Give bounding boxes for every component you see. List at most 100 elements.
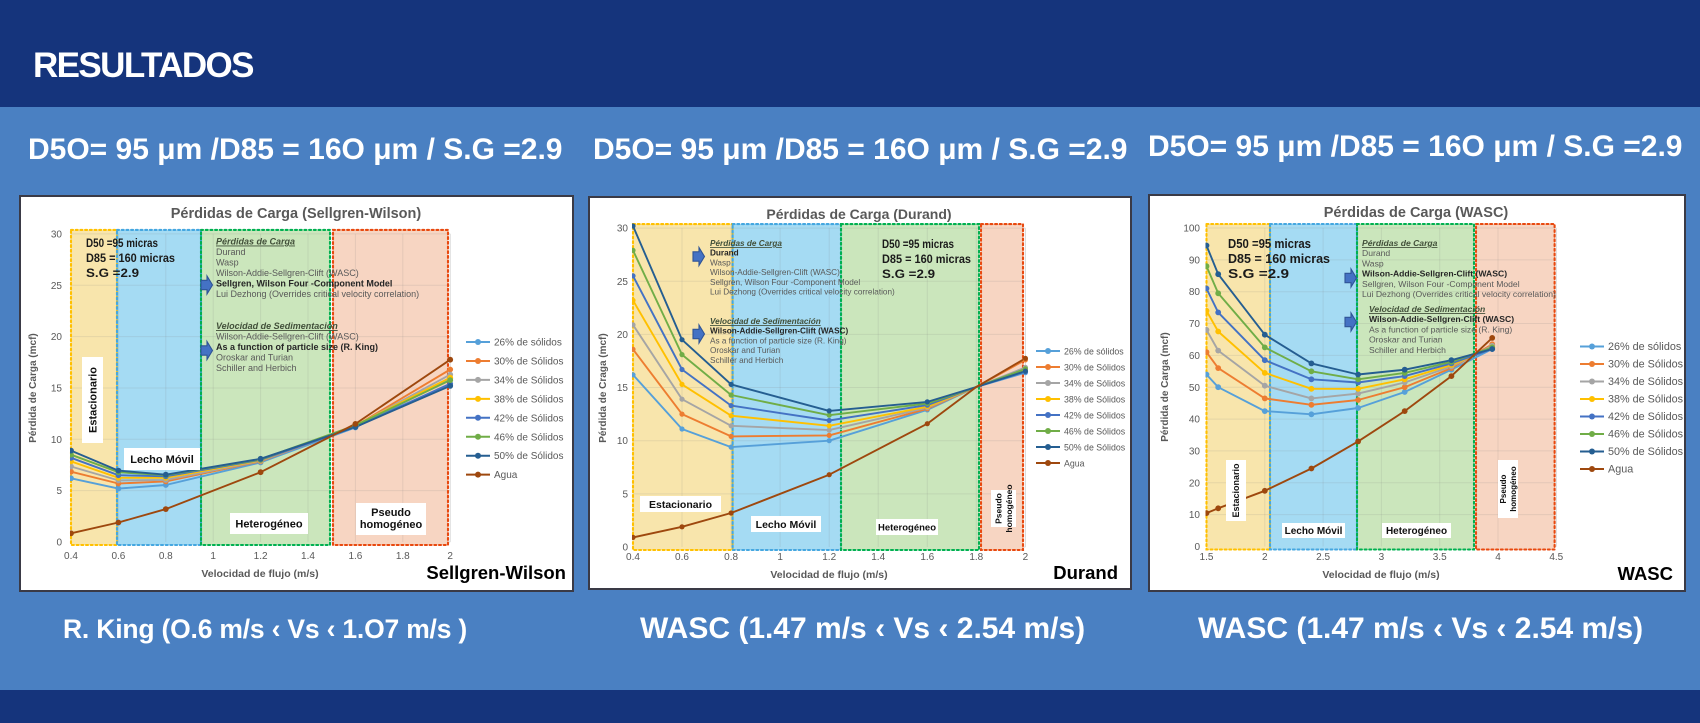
svg-text:0: 0 [56, 538, 62, 549]
svg-text:Pseudo: Pseudo [371, 507, 411, 519]
svg-text:80: 80 [1189, 287, 1201, 298]
svg-text:5: 5 [622, 489, 628, 500]
svg-text:40: 40 [1189, 415, 1201, 426]
svg-text:30% de Sólidos: 30% de Sólidos [494, 356, 564, 367]
svg-text:S.G =2.9: S.G =2.9 [1228, 266, 1289, 281]
svg-text:34% de Sólidos: 34% de Sólidos [1608, 376, 1684, 388]
svg-text:Durand: Durand [1053, 562, 1118, 583]
svg-text:26% de sólidos: 26% de sólidos [1064, 347, 1124, 357]
svg-text:0.6: 0.6 [111, 551, 125, 562]
svg-text:1.8: 1.8 [396, 551, 410, 562]
svg-text:Velocidad de Sedimentación: Velocidad de Sedimentación [216, 321, 338, 331]
svg-text:Wilson-Addie-Sellgren-Clift (W: Wilson-Addie-Sellgren-Clift (WASC) [710, 268, 840, 277]
svg-text:30: 30 [1189, 446, 1201, 457]
svg-text:34% de Sólidos: 34% de Sólidos [1064, 379, 1126, 389]
svg-text:2.5: 2.5 [1316, 552, 1330, 563]
svg-text:0: 0 [1194, 542, 1200, 553]
svg-text:D85 = 160 micras: D85 = 160 micras [882, 252, 971, 266]
svg-text:Heterogéneo: Heterogéneo [235, 518, 303, 530]
svg-text:1.5: 1.5 [1200, 552, 1214, 563]
svg-text:Durand: Durand [1362, 248, 1390, 258]
svg-text:D50 =95 micras: D50 =95 micras [1228, 236, 1311, 251]
svg-text:homogéneo: homogéneo [360, 519, 423, 531]
svg-text:Wilson-Addie-Sellgren-Clift (W: Wilson-Addie-Sellgren-Clift (WASC) [1369, 314, 1514, 324]
svg-text:46% de Sólidos: 46% de Sólidos [494, 432, 564, 443]
svg-text:Sellgren, Wilson Four -Compone: Sellgren, Wilson Four -Component Model [1362, 279, 1520, 289]
svg-text:As a function of particle size: As a function of particle size (R. King) [710, 336, 847, 345]
svg-text:1.2: 1.2 [254, 551, 268, 562]
svg-text:D50 =95 micras: D50 =95 micras [882, 237, 954, 251]
svg-text:Wasp: Wasp [710, 258, 731, 267]
svg-text:Wilson-Addie-Sellgren-Clift (W: Wilson-Addie-Sellgren-Clift (WASC) [216, 332, 359, 342]
svg-text:Lui Dezhong (Overrides critica: Lui Dezhong (Overrides critical velocity… [1362, 289, 1556, 299]
svg-text:Agua: Agua [494, 470, 518, 481]
svg-text:Schiller and Herbich: Schiller and Herbich [216, 363, 297, 373]
svg-text:100: 100 [1183, 224, 1200, 235]
svg-text:Sellgren, Wilson Four -Compone: Sellgren, Wilson Four -Component Model [216, 279, 392, 289]
svg-text:Pseudo: Pseudo [1499, 474, 1508, 503]
svg-text:Estacionario: Estacionario [87, 367, 99, 433]
svg-text:Pérdidas de Carga: Pérdidas de Carga [710, 239, 782, 248]
svg-text:Agua: Agua [1608, 464, 1633, 476]
svg-text:15: 15 [617, 383, 629, 394]
svg-text:2: 2 [1262, 552, 1268, 563]
svg-text:Estacionario: Estacionario [1231, 463, 1241, 518]
svg-text:Wilson-Addie-Sellgren-Clift (W: Wilson-Addie-Sellgren-Clift (WASC) [216, 268, 359, 278]
svg-text:Oroskar and Turian: Oroskar and Turian [1369, 335, 1443, 345]
svg-text:Oroskar and Turian: Oroskar and Turian [710, 346, 781, 355]
svg-text:1.4: 1.4 [301, 551, 315, 562]
svg-text:3.5: 3.5 [1433, 552, 1447, 563]
svg-text:Lecho Móvil: Lecho Móvil [130, 454, 194, 466]
svg-text:Lui Dezhong (Overrides critica: Lui Dezhong (Overrides critical velocity… [216, 289, 419, 299]
svg-text:20: 20 [617, 330, 629, 341]
svg-text:10: 10 [1189, 510, 1201, 521]
svg-text:42% de Sólidos: 42% de Sólidos [1608, 411, 1684, 423]
svg-text:42% de Sólidos: 42% de Sólidos [494, 413, 564, 424]
svg-text:S.G =2.9: S.G =2.9 [86, 266, 139, 280]
svg-text:26% de sólidos: 26% de sólidos [494, 338, 562, 349]
svg-text:15: 15 [51, 384, 63, 395]
svg-text:Velocidad de flujo (m/s): Velocidad de flujo (m/s) [201, 568, 318, 580]
svg-text:Heterogéneo: Heterogéneo [878, 522, 936, 533]
svg-text:1: 1 [210, 551, 216, 562]
svg-text:S.G =2.9: S.G =2.9 [882, 267, 935, 281]
svg-text:0.4: 0.4 [626, 552, 640, 563]
svg-text:38% de Sólidos: 38% de Sólidos [1064, 395, 1126, 405]
svg-text:D50 =95 micras: D50 =95 micras [86, 236, 158, 250]
svg-text:1: 1 [777, 552, 783, 563]
svg-text:homogéneo: homogéneo [1004, 484, 1014, 532]
svg-text:2: 2 [447, 551, 453, 562]
svg-text:1.2: 1.2 [822, 552, 836, 563]
svg-text:26% de sólidos: 26% de sólidos [1608, 341, 1682, 353]
svg-text:50% de Sólidos: 50% de Sólidos [1064, 443, 1126, 453]
svg-text:Pérdidas de Carga: Pérdidas de Carga [1362, 238, 1438, 248]
svg-text:As a function of particle size: As a function of particle size (R. King) [216, 342, 378, 352]
svg-text:Sellgren, Wilson Four -Compone: Sellgren, Wilson Four -Component Model [710, 278, 860, 287]
svg-text:5: 5 [56, 486, 62, 497]
svg-text:50% de Sólidos: 50% de Sólidos [1608, 446, 1684, 458]
svg-text:46% de Sólidos: 46% de Sólidos [1064, 427, 1126, 437]
svg-text:Wilson-Addie-Sellgren-Clift (W: Wilson-Addie-Sellgren-Clift (WASC) [1362, 269, 1507, 279]
svg-text:Pérdidas de Carga (Sellgren-Wi: Pérdidas de Carga (Sellgren-Wilson) [171, 206, 422, 222]
svg-text:Pérdidas de Carga (WASC): Pérdidas de Carga (WASC) [1324, 205, 1509, 221]
svg-text:30% de Sólidos: 30% de Sólidos [1064, 363, 1126, 373]
svg-text:Durand: Durand [710, 249, 739, 258]
svg-text:Velocidad de Sedimentación: Velocidad de Sedimentación [1369, 304, 1485, 314]
svg-text:4: 4 [1495, 552, 1501, 563]
svg-text:4.5: 4.5 [1549, 552, 1563, 563]
svg-text:50: 50 [1189, 383, 1201, 394]
svg-text:25: 25 [51, 281, 63, 292]
svg-text:1.6: 1.6 [348, 551, 362, 562]
svg-text:Pseudo: Pseudo [993, 493, 1003, 524]
svg-text:D85 = 160 micras: D85 = 160 micras [86, 251, 175, 265]
svg-text:30% de Sólidos: 30% de Sólidos [1608, 359, 1684, 371]
svg-text:Pérdidas de Carga: Pérdidas de Carga [216, 237, 295, 247]
svg-text:Lecho Móvil: Lecho Móvil [1285, 526, 1343, 537]
svg-text:Wasp: Wasp [216, 258, 239, 268]
svg-text:Schiller and Herbich: Schiller and Herbich [1369, 345, 1446, 355]
svg-text:Estacionario: Estacionario [649, 499, 712, 511]
svg-text:30: 30 [51, 229, 63, 240]
svg-text:70: 70 [1189, 319, 1201, 330]
svg-text:0: 0 [622, 543, 628, 554]
svg-text:Heterogéneo: Heterogéneo [1386, 526, 1447, 537]
